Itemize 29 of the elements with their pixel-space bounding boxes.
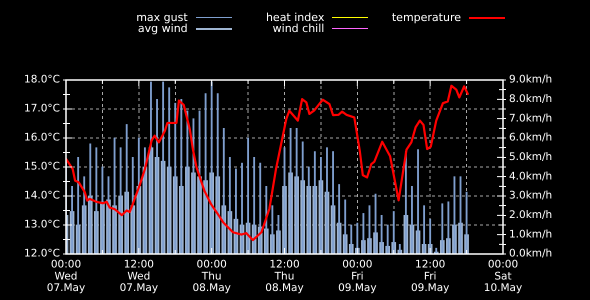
legend-label: max gust <box>136 11 188 24</box>
y2-tick-label: 1.0km/h <box>509 228 552 240</box>
y2-tick-label: 3.0km/h <box>509 190 552 202</box>
y2-tick-label: 2.0km/h <box>509 209 552 222</box>
y2-tick-label: 5.0km/h <box>509 151 552 164</box>
legend-label: heat index <box>266 11 324 24</box>
x-tick-label: 00:00 Fri 09.May <box>338 258 377 294</box>
y2-tick-label: 0.0km/h <box>509 248 552 260</box>
y-tick-label: 14.0°C <box>24 190 60 202</box>
legend-label: temperature <box>392 11 462 24</box>
x-tick-label: 12:00 Wed 07.May <box>120 258 158 294</box>
y-tick-label: 12.0°C <box>24 248 60 260</box>
y2-tick-label: 4.0km/h <box>509 170 552 182</box>
y2-tick-label: 7.0km/h <box>509 112 552 124</box>
y-tick-label: 13.0°C <box>24 218 60 231</box>
y-tick-label: 18.0°C <box>24 74 60 86</box>
y2-tick-label: 8.0km/h <box>509 93 552 106</box>
x-tick-label: 00:00 Wed 07.May <box>46 258 86 294</box>
y-tick-label: 16.0°C <box>24 132 60 144</box>
legend-label: wind chill <box>272 22 324 35</box>
x-tick-label: 00:00 Sat 10.May <box>484 258 522 294</box>
y-tick-label: 15.0°C <box>24 160 60 173</box>
x-tick-label: 12:00 Thu 08.May <box>265 258 304 294</box>
legend-label: avg wind <box>138 22 188 35</box>
x-tick-label: 12:00 Fri 09.May <box>410 258 450 294</box>
y-tick-label: 17.0°C <box>24 102 60 115</box>
x-tick-label: 00:00 Thu 08.May <box>192 258 231 294</box>
y2-tick-label: 6.0km/h <box>509 132 552 144</box>
y2-tick-label: 9.0km/h <box>509 74 552 86</box>
